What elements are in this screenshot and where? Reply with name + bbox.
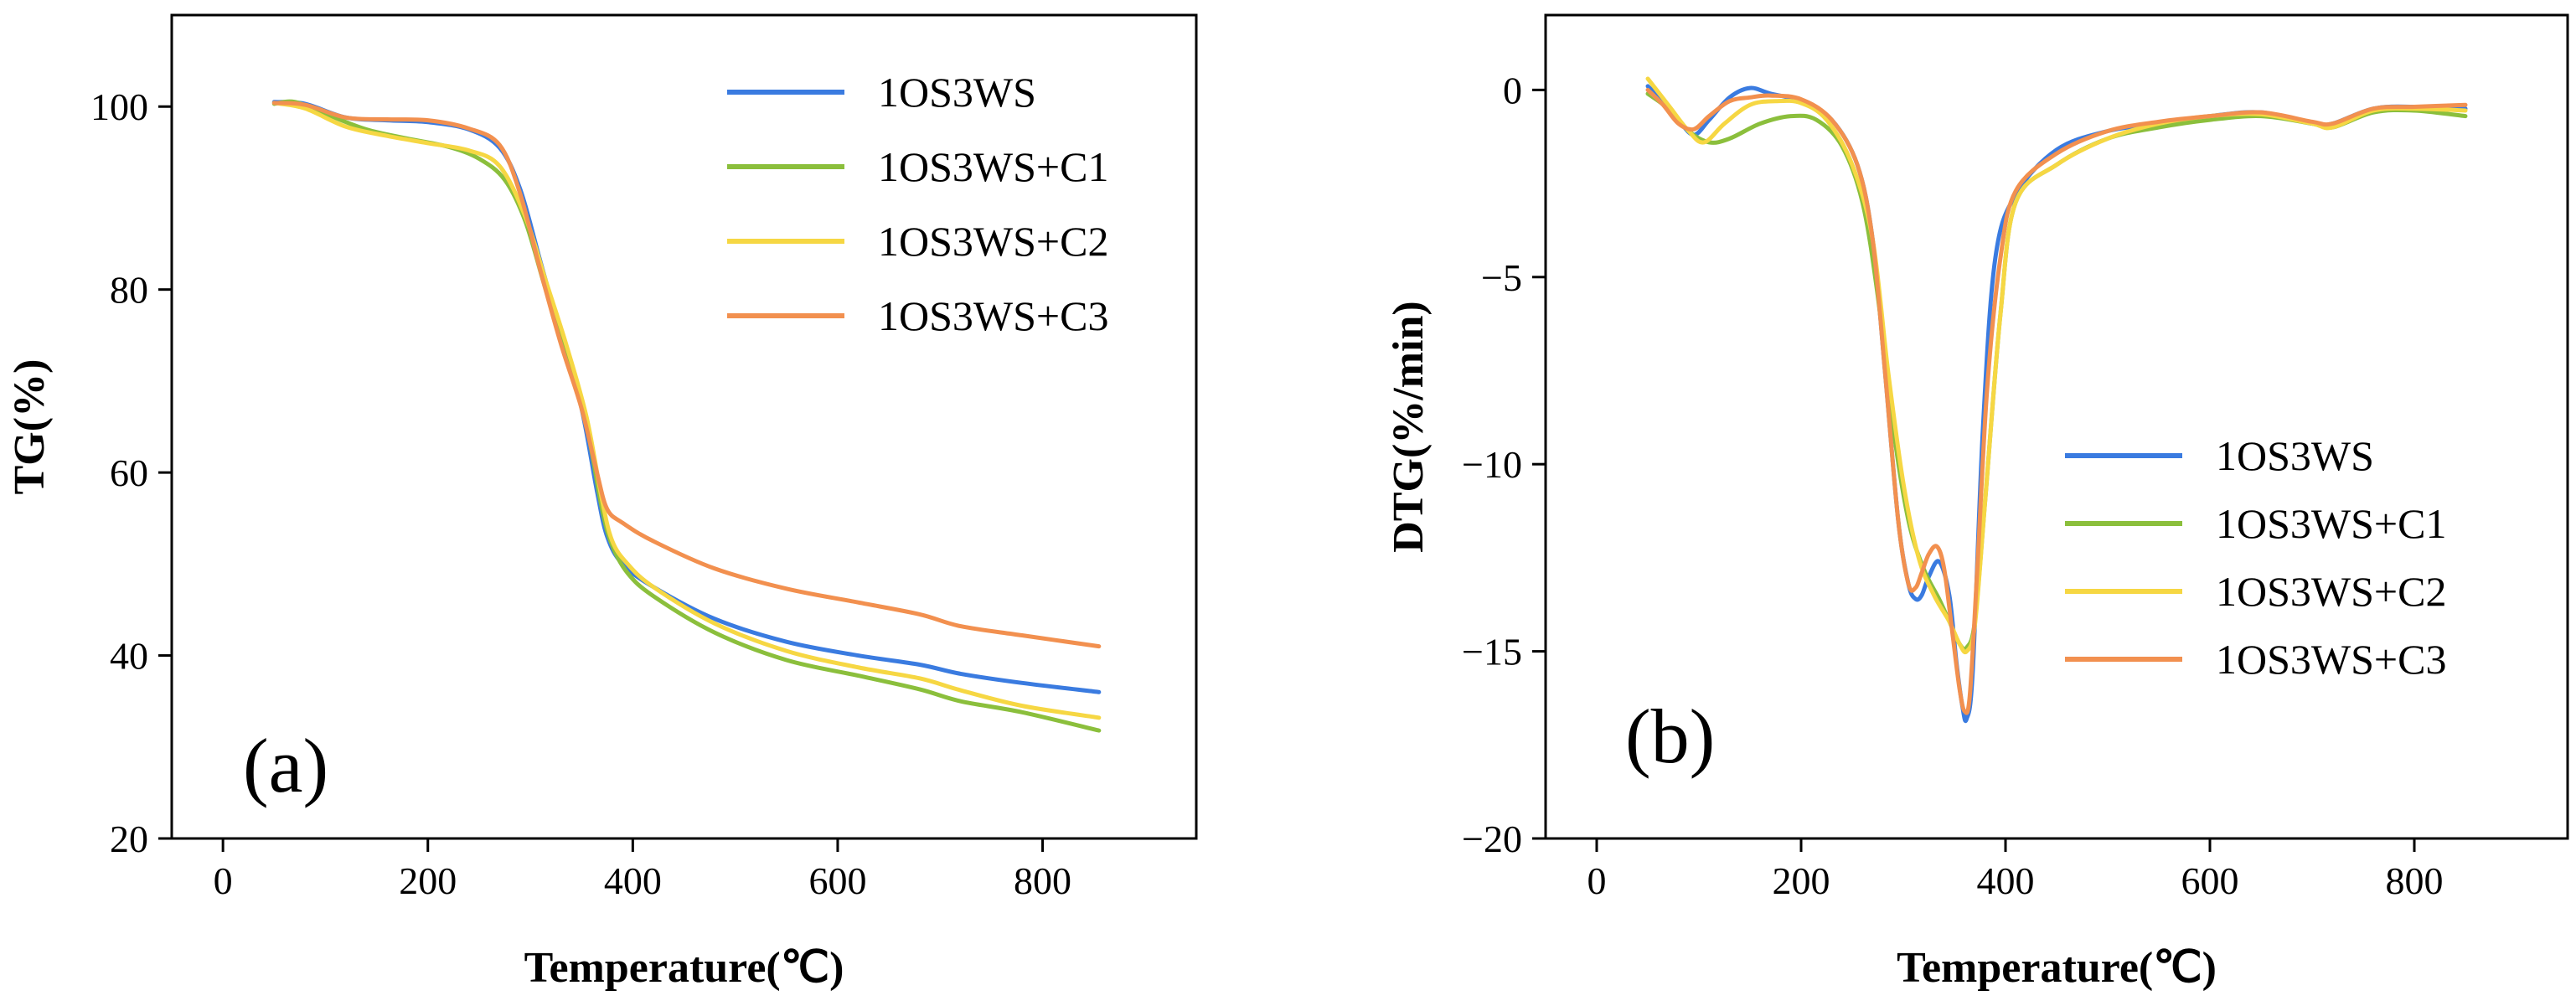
series-line-1: [1645, 84, 2468, 724]
series-line-2: [1645, 91, 2468, 652]
series-lines: [1645, 76, 2468, 724]
series-line-3: [1645, 76, 2468, 655]
y-tick-label: 20: [110, 818, 148, 860]
chart-panel-b: 0 200 400 600 800 −20 −15 −10 −5 0 Temperature(℃) D…: [1385, 13, 2569, 992]
legend: 1OS3WS 1OS3WS+C1 1OS3WS+C2 1OS3WS+C3: [727, 69, 1108, 339]
legend-label-3: 1OS3WS+C2: [878, 218, 1108, 265]
y-tick-label: −15: [1462, 631, 1522, 673]
x-tick-label: 800: [1014, 859, 1071, 902]
x-axis-label: Temperature(℃): [1897, 944, 2217, 992]
y-tick-label: 80: [110, 269, 148, 312]
chart-panel-a: 0 200 400 600 800 20 40 60 80 100 Temperature(℃) TG…: [6, 13, 1198, 992]
legend-label-3: 1OS3WS+C2: [2216, 568, 2446, 615]
series-line-3: [271, 101, 1102, 720]
panel-label: (a): [243, 723, 328, 808]
y-tick-label: 0: [1503, 69, 1522, 111]
x-tick-label: 600: [2181, 859, 2239, 902]
legend-label-4: 1OS3WS+C3: [878, 292, 1108, 339]
x-tick-label: 600: [808, 859, 866, 902]
y-tick-label: −5: [1481, 256, 1522, 299]
legend-label-1: 1OS3WS: [878, 69, 1036, 116]
series-line-1: [271, 100, 1102, 694]
y-tick-label: −10: [1462, 443, 1522, 486]
legend-label-4: 1OS3WS+C3: [2216, 636, 2446, 683]
x-axis-label: Temperature(℃): [524, 944, 844, 992]
x-tick-label: 200: [1773, 859, 1830, 902]
legend: 1OS3WS 1OS3WS+C1 1OS3WS+C2 1OS3WS+C3: [2065, 432, 2446, 683]
series-line-4: [271, 101, 1102, 649]
y-tick-label: −20: [1462, 818, 1522, 860]
x-tick-label: 0: [214, 859, 233, 902]
y-tick-label: 100: [90, 85, 148, 128]
x-tick-label: 0: [1587, 859, 1607, 902]
legend-label-2: 1OS3WS+C1: [2216, 500, 2446, 547]
plot-frame: [1544, 13, 2569, 840]
y-tick-label: 40: [110, 635, 148, 678]
y-axis-label: TG(%): [6, 359, 54, 495]
x-tick-label: 400: [1977, 859, 2035, 902]
x-tick-label: 800: [2386, 859, 2444, 902]
series-line-4: [1645, 87, 2468, 715]
legend-label-1: 1OS3WS: [2216, 432, 2374, 479]
y-axis-label: DTG(%/min): [1385, 301, 1433, 552]
series-line-2: [271, 99, 1102, 733]
plot-frame: [170, 13, 1198, 840]
x-tick-label: 200: [399, 859, 457, 902]
legend-label-2: 1OS3WS+C1: [878, 143, 1108, 190]
series-lines: [271, 99, 1102, 733]
x-tick-label: 400: [604, 859, 662, 902]
y-tick-label: 60: [110, 451, 148, 494]
panel-label: (b): [1625, 694, 1715, 779]
